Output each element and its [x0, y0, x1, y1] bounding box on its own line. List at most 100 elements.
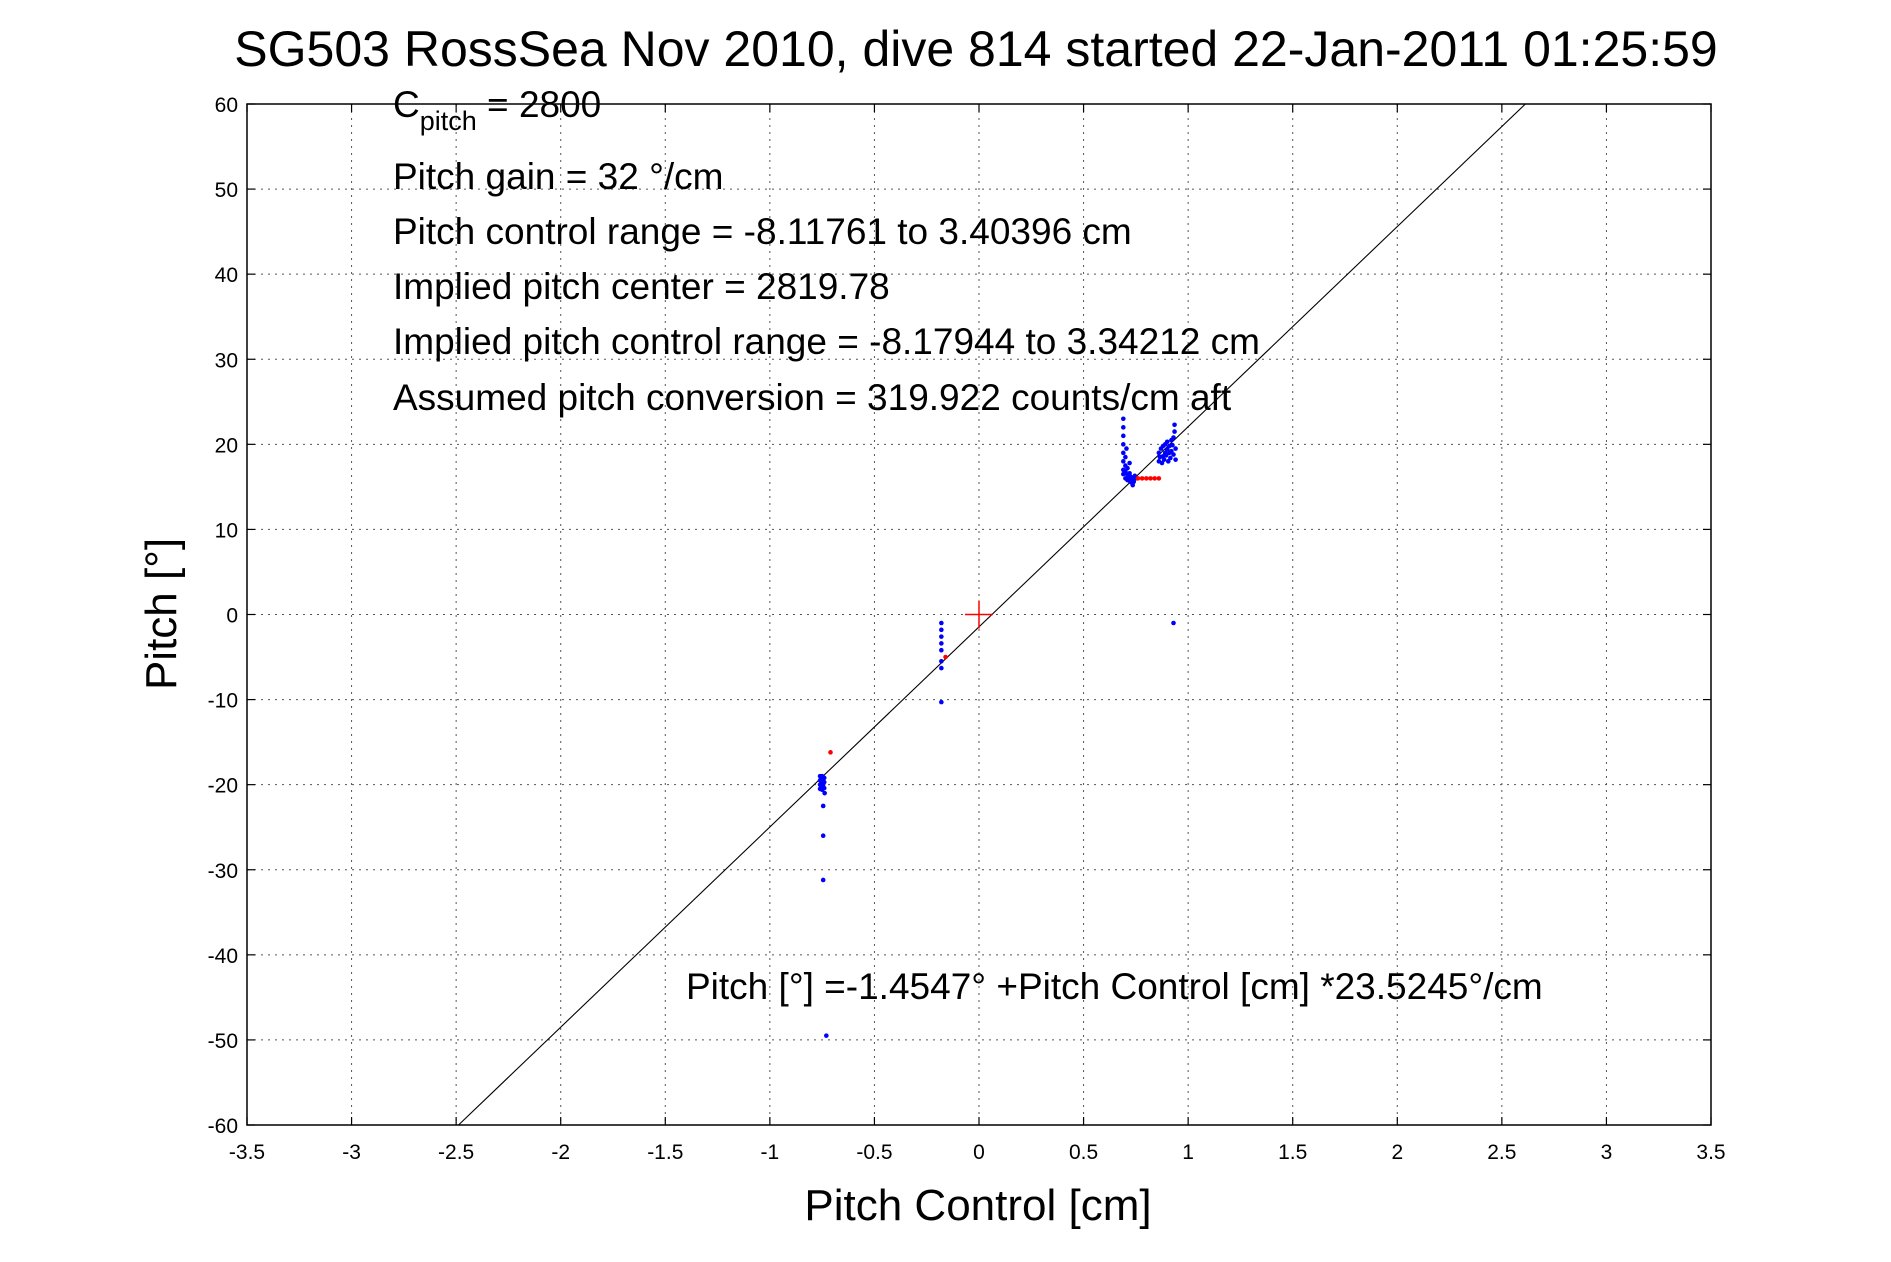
- data-point-blue: [822, 790, 827, 796]
- y-axis-label: Pitch [°]: [137, 538, 186, 690]
- data-point-blue: [939, 665, 944, 671]
- data-point-blue: [1121, 459, 1126, 464]
- y-tick-label: 10: [215, 519, 238, 542]
- y-tick-label: 0: [226, 605, 238, 628]
- data-point-red: [1144, 476, 1149, 481]
- y-tick-label: -30: [208, 860, 238, 883]
- c-pitch-annotation: Cpitch = 2800: [393, 84, 601, 136]
- data-point-red: [1135, 476, 1141, 481]
- c-pitch-main: C: [393, 84, 420, 125]
- x-tick-label: 0.5: [1069, 1141, 1098, 1164]
- y-tick-label: -40: [208, 945, 238, 968]
- data-point-blue: [1127, 460, 1132, 466]
- data-point-blue: [1164, 447, 1170, 452]
- annotation-line: Implied pitch control range = -8.17944 t…: [393, 321, 1260, 362]
- annotation-line: Pitch control range = -8.11761 to 3.4039…: [393, 211, 1132, 252]
- y-tick-label: 40: [215, 264, 238, 287]
- data-point-blue: [1173, 457, 1178, 462]
- data-point-blue: [1129, 476, 1134, 481]
- x-tick-label: 3: [1601, 1141, 1613, 1164]
- data-point-blue: [1165, 459, 1171, 464]
- data-point-blue: [1121, 425, 1126, 430]
- data-point-blue: [939, 620, 944, 626]
- x-tick-label: -2: [551, 1141, 570, 1164]
- data-point-blue: [1123, 454, 1128, 460]
- y-tick-label: 50: [215, 179, 238, 202]
- data-point-blue: [1125, 465, 1130, 471]
- annotation-line: Pitch gain = 32 °/cm: [393, 156, 724, 197]
- x-tick-label: -3.5: [229, 1141, 265, 1164]
- center-marker-layer: [965, 600, 993, 629]
- data-point-blue: [1121, 433, 1126, 439]
- data-point-blue: [1164, 439, 1170, 445]
- x-tick-label: -0.5: [856, 1141, 892, 1164]
- data-point-blue: [821, 779, 827, 785]
- y-tick-label: 30: [215, 349, 238, 372]
- annotation-line: Assumed pitch conversion = 319.922 count…: [393, 377, 1232, 418]
- x-tick-label: -1: [761, 1141, 780, 1164]
- y-axis-ticks: -60 -50 -40 -30 -20 -10 0 10 20 30 40 50 60: [208, 94, 1711, 1138]
- data-point-blue: [1171, 452, 1176, 457]
- data-point-blue: [1159, 460, 1165, 466]
- data-point-blue: [820, 877, 826, 883]
- data-point-blue: [1171, 435, 1176, 440]
- data-point-blue: [939, 634, 944, 639]
- data-point-red: [1156, 476, 1162, 481]
- data-point-blue: [1121, 442, 1126, 447]
- data-point-blue: [1121, 416, 1126, 422]
- x-tick-label: -2.5: [438, 1141, 474, 1164]
- data-point-blue: [939, 699, 944, 705]
- data-point-blue: [821, 785, 827, 791]
- x-tick-label: -3: [342, 1141, 361, 1164]
- data-point-blue: [1169, 448, 1174, 454]
- data-point-blue: [1161, 457, 1167, 462]
- data-point-blue: [824, 1033, 829, 1038]
- x-tick-label: -1.5: [647, 1141, 683, 1164]
- data-point-blue: [820, 833, 826, 839]
- data-point-blue: [820, 803, 826, 809]
- data-point-blue: [1121, 450, 1126, 456]
- y-tick-label: 60: [215, 94, 238, 117]
- data-point-blue: [1170, 442, 1175, 448]
- chart-title: SG503 RossSea Nov 2010, dive 814 started…: [234, 21, 1717, 77]
- data-point-red: [943, 654, 948, 660]
- data-point-blue: [821, 775, 827, 781]
- data-point-blue: [1173, 446, 1178, 451]
- data-point-blue: [1163, 453, 1169, 458]
- data-point-red: [1152, 476, 1157, 481]
- data-point-red: [1139, 476, 1145, 481]
- y-tick-label: 20: [215, 434, 238, 457]
- fit-equation: Pitch [°] =-1.4547° +Pitch Control [cm] …: [686, 966, 1543, 1007]
- y-tick-label: -20: [208, 775, 238, 798]
- data-point-blue: [1168, 455, 1173, 461]
- data-point-blue: [1172, 422, 1177, 428]
- data-point-red: [1148, 476, 1153, 481]
- y-tick-label: -50: [208, 1030, 238, 1053]
- annotation-line: Implied pitch center = 2819.78: [393, 266, 890, 307]
- data-point-blue: [939, 647, 944, 653]
- data-point-blue: [1123, 469, 1128, 474]
- x-axis-ticks: -3.5 -3 -2.5 -2 -1.5 -1 -0.5 0 0.5 1 1.5 2 2.5 3 3.5: [229, 104, 1726, 1164]
- c-pitch-subscript: pitch: [420, 106, 477, 136]
- x-tick-label: 1.5: [1278, 1141, 1307, 1164]
- y-tick-label: -10: [208, 690, 238, 713]
- data-point-red: [828, 750, 833, 755]
- x-tick-label: 1: [1182, 1141, 1194, 1164]
- x-tick-label: 0: [973, 1141, 985, 1164]
- data-point-blue: [939, 641, 944, 646]
- data-point-blue: [1156, 450, 1162, 456]
- data-point-blue: [1171, 620, 1176, 626]
- x-tick-label: 2: [1391, 1141, 1403, 1164]
- grid: [247, 104, 1711, 1125]
- data-point-blue: [1124, 446, 1129, 451]
- scatter-points: [817, 416, 1178, 1038]
- x-tick-label: 3.5: [1696, 1141, 1725, 1164]
- data-point-blue: [939, 658, 944, 664]
- data-point-blue: [1131, 479, 1137, 485]
- data-point-blue: [939, 627, 944, 633]
- x-axis-label: Pitch Control [cm]: [804, 1181, 1151, 1230]
- x-tick-label: 2.5: [1487, 1141, 1516, 1164]
- y-tick-label: -60: [208, 1115, 238, 1138]
- data-point-blue: [1172, 429, 1177, 434]
